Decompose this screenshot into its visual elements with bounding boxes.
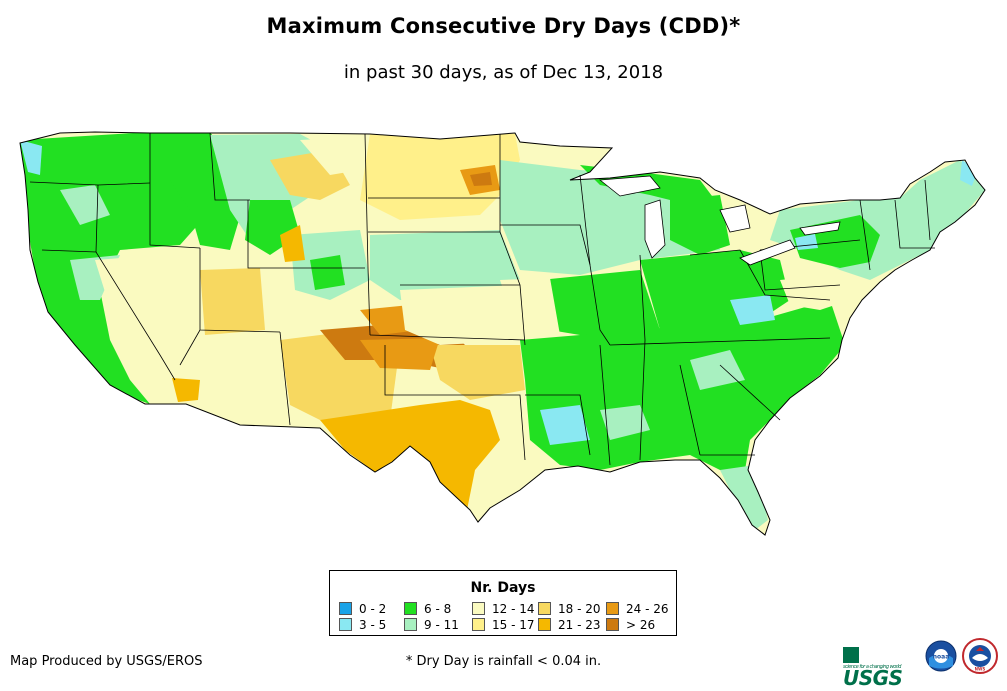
legend: Nr. Days 0 - 2 3 - 5 6 - 8 9 - 11 12 - 1… [329, 570, 677, 636]
legend-swatch [606, 618, 619, 631]
us-outline [19, 131, 986, 536]
great-lakes [598, 175, 841, 266]
region-15-17-dakotas [360, 134, 520, 220]
border-idaho [149, 133, 201, 249]
border-ca-nv [95, 251, 176, 381]
legend-label: 15 - 17 [492, 618, 535, 632]
region-gt26-minnesota [470, 172, 492, 186]
region-6-8-michigan [670, 195, 730, 255]
us-dry-days-map [19, 131, 986, 536]
border-ny-vt [859, 199, 871, 271]
usgs-logo: USGS science for a changing world [843, 642, 919, 690]
legend-swatch [404, 602, 417, 615]
lake-huron [719, 204, 751, 233]
legend-swatch [404, 618, 417, 631]
border-nh-ma [894, 199, 935, 249]
border-texas [384, 345, 526, 461]
border-me-nh [924, 179, 931, 241]
noaa-logo: noaa [925, 640, 957, 672]
legend-label: 3 - 5 [359, 618, 387, 632]
region-6-8-missouri-illinois [540, 270, 660, 340]
region-3-5-louisiana [540, 405, 590, 445]
lake-michigan [644, 199, 666, 259]
legend-label: 12 - 14 [492, 602, 535, 616]
legend-label: 6 - 8 [424, 602, 452, 616]
border-ar-la [525, 394, 591, 456]
border-ks-ok [369, 334, 526, 341]
footnote: * Dry Day is rainfall < 0.04 in. [405, 654, 602, 669]
lake-ontario [799, 221, 841, 236]
border-wi-il [579, 174, 611, 346]
legend-item: 18 - 20 [538, 602, 601, 616]
legend-swatch [538, 602, 551, 615]
region-9-11-mississippi [600, 405, 650, 440]
legend-label: 9 - 11 [424, 618, 459, 632]
map-credit: Map Produced by USGS/EROS [10, 654, 203, 669]
border-plains-west [364, 133, 371, 336]
legend-label: 18 - 20 [558, 602, 601, 616]
usgs-mark-icon [843, 647, 859, 663]
legend-swatch [606, 602, 619, 615]
region-12-14-north-plains [300, 138, 360, 175]
region-18-20-utah [200, 268, 265, 335]
region-12-14-missouri-west [500, 278, 560, 340]
border-ia-mo [500, 224, 591, 266]
legend-title: Nr. Days [470, 580, 536, 596]
region-3-5-appalachian [730, 295, 775, 325]
region-24-26-panhandle [360, 338, 440, 370]
legend-swatch [339, 618, 352, 631]
state-boundaries [29, 132, 935, 466]
nws-logo: NWS [962, 638, 998, 674]
border-ms [599, 344, 611, 466]
region-12-14-kansas [400, 285, 530, 345]
usgs-logo-text: USGS [843, 666, 903, 690]
region-6-8-colorado [310, 255, 345, 290]
border-az-nm [279, 331, 291, 426]
map-title: Maximum Consecutive Dry Days (CDD)* [266, 14, 741, 38]
border-in-al [639, 254, 646, 461]
legend-label: 21 - 23 [558, 618, 601, 632]
border-pa [759, 249, 841, 291]
region-21-23-arizona [172, 378, 200, 402]
legend-item: 21 - 23 [538, 618, 601, 632]
legend-item: 9 - 11 [404, 618, 459, 632]
region-6-8-southeast [520, 300, 845, 470]
region-18-20-oklahoma [430, 345, 525, 400]
legend-item: 0 - 2 [339, 602, 386, 616]
lake-superior [598, 175, 661, 197]
legend-swatch [472, 618, 485, 631]
map-subtitle: in past 30 days, as of Dec 13, 2018 [343, 62, 664, 83]
legend-swatch [472, 602, 485, 615]
border-oh-wv-va [689, 249, 831, 301]
region-12-14-arizona [170, 365, 330, 425]
region-9-11-georgia [690, 350, 745, 390]
legend-item: 24 - 26 [606, 602, 669, 616]
border-az-nv [179, 329, 201, 366]
region-9-11-nebraska [370, 230, 520, 300]
noaa-logo-text: noaa [933, 654, 950, 661]
legend-label: 0 - 2 [359, 602, 387, 616]
legend-item: 12 - 14 [472, 602, 535, 616]
legend-item: > 26 [606, 618, 655, 632]
legend-label: 24 - 26 [626, 602, 669, 616]
nws-logo-text: NWS [975, 667, 986, 672]
legend-item: 6 - 8 [404, 602, 451, 616]
legend-swatch [538, 618, 551, 631]
legend-swatch [339, 602, 352, 615]
region-12-14-virginia [780, 275, 850, 310]
border-al-ga [679, 364, 701, 456]
border-mn-ia-mo [499, 134, 526, 346]
region-3-5-maine [960, 160, 978, 186]
border-mt-id [209, 132, 250, 201]
region-3-5-olympic [20, 140, 42, 175]
region-21-23-wyoming [280, 225, 305, 262]
border-ga-sc [719, 364, 781, 421]
legend-label: > 26 [626, 618, 656, 632]
legend-item: 15 - 17 [472, 618, 535, 632]
usgs-tagline: science for a changing world [843, 664, 901, 670]
border-wy-co [247, 200, 365, 269]
lake-erie [739, 239, 796, 266]
border-tn [609, 337, 831, 346]
legend-item: 3 - 5 [339, 618, 386, 632]
